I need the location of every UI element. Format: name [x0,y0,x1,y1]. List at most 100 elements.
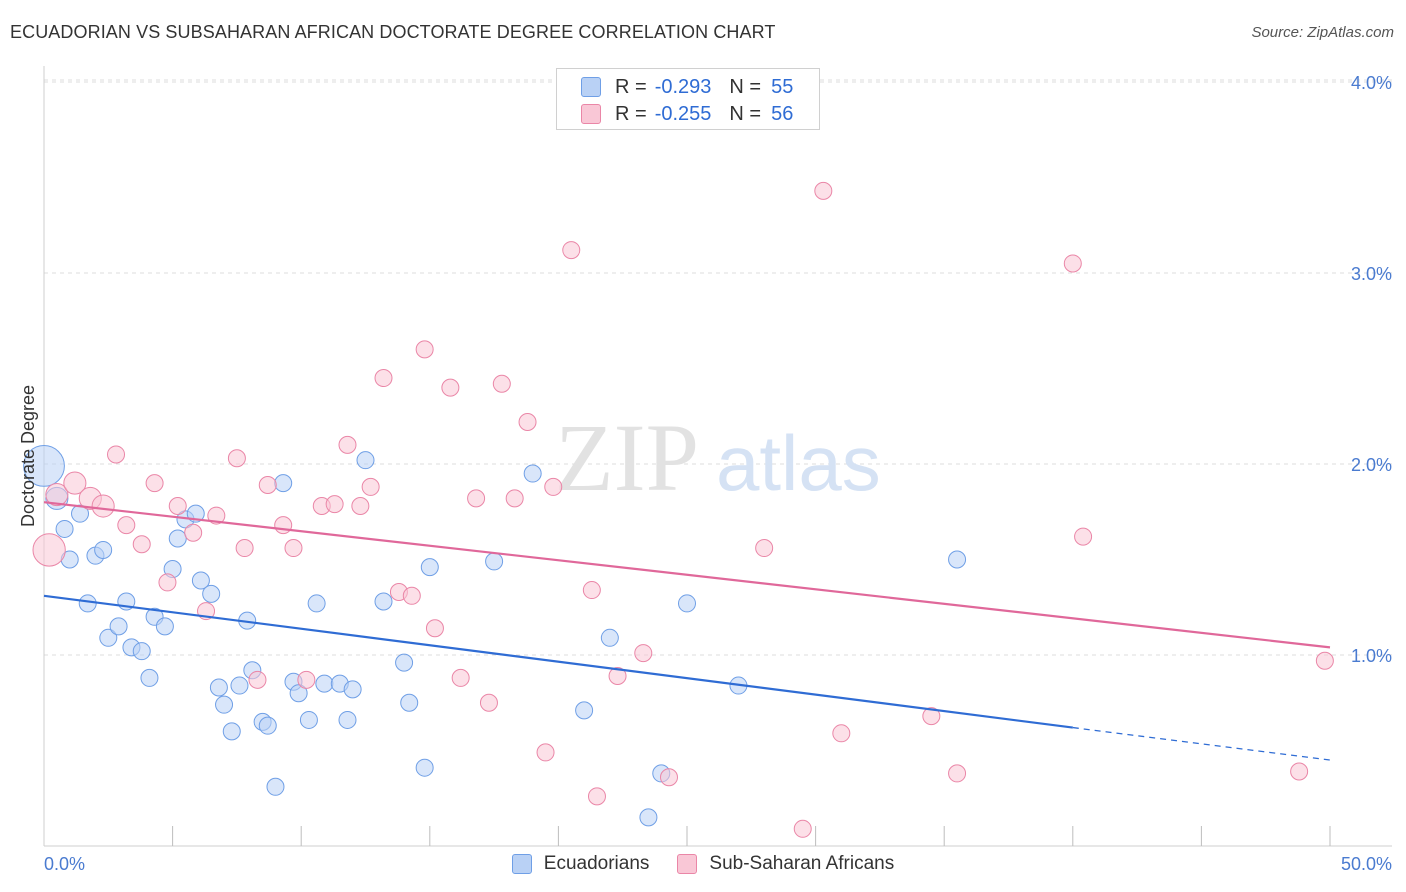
legend-row-subsaharan: R = -0.255 N = 56 [581,101,793,127]
point-ecuadorians [343,680,362,699]
legend-label-ecuadorians: Ecuadorians [543,853,650,874]
watermark: ZIP atlas [555,404,881,511]
point-ecuadorians [155,617,174,636]
data-points [23,181,1334,838]
point-ecuadorians [678,594,696,613]
point-ecuadorians [338,710,357,729]
point-subsaharan [117,516,136,535]
point-subsaharan [536,743,555,762]
point-ecuadorians [258,716,277,735]
point-subsaharan [145,474,164,493]
point-subsaharan [1063,254,1082,273]
point-subsaharan [441,378,460,397]
point-ecuadorians [140,668,159,687]
legend-swatch-pink [677,854,698,874]
point-subsaharan [284,539,303,558]
point-subsaharan [297,670,316,689]
point-subsaharan [1290,762,1309,781]
x-tick-label-max: 50.0% [1341,854,1392,874]
x-ticks [172,826,1331,846]
point-subsaharan [132,535,151,554]
chart-source: Source: ZipAtlas.com [1251,24,1394,41]
point-subsaharan [814,181,833,200]
point-subsaharan [227,449,246,468]
point-subsaharan [235,539,254,558]
point-subsaharan [374,369,393,388]
point-subsaharan [158,573,177,592]
point-ecuadorians [315,674,334,693]
point-ecuadorians [415,758,434,777]
legend-r-label: R = [615,102,647,125]
point-subsaharan [582,581,601,600]
point-ecuadorians [289,684,308,703]
legend-label-subsaharan: Sub-Saharan Africans [709,853,895,874]
point-subsaharan [415,340,434,359]
point-subsaharan [793,819,812,838]
point-subsaharan [248,670,267,689]
legend-item-subsaharan[interactable]: Sub-Saharan Africans [677,853,894,875]
point-ecuadorians [202,584,221,603]
point-subsaharan [1074,527,1093,546]
point-subsaharan [325,495,344,514]
legend-swatch-blue [511,854,532,874]
point-subsaharan [361,477,380,496]
point-ecuadorians [209,678,228,697]
point-ecuadorians [215,695,234,714]
point-ecuadorians [109,617,128,636]
y-tick-label: 4.0% [1351,73,1392,93]
point-subsaharan [467,489,486,508]
point-ecuadorians [266,777,285,796]
point-subsaharan [168,497,187,516]
x-tick-label-min: 0.0% [44,854,85,874]
point-ecuadorians [356,451,375,470]
point-ecuadorians [485,552,504,571]
point-ecuadorians [600,628,619,647]
point-ecuadorians [395,653,414,672]
point-ecuadorians [374,592,393,611]
point-subsaharan [338,435,357,454]
legend-r-value: -0.293 [654,75,712,98]
legend-n-value: 55 [771,75,794,98]
point-ecuadorians [299,710,318,729]
watermark-zip: ZIP [555,404,699,511]
y-tick-label: 3.0% [1351,264,1392,284]
point-subsaharan [91,494,115,518]
point-subsaharan [505,489,524,508]
point-subsaharan [451,668,470,687]
trend-line-subsaharan [43,501,1331,649]
point-subsaharan [1315,651,1334,670]
point-ecuadorians [274,474,293,493]
point-subsaharan [107,445,126,464]
point-subsaharan [258,476,277,495]
trend-line-extension [1072,726,1331,761]
point-ecuadorians [400,693,419,712]
y-tick-labels: 1.0% 2.0% 3.0% 4.0% [1351,73,1392,666]
gridlines [44,79,1392,656]
point-ecuadorians [191,571,210,590]
point-subsaharan [755,539,774,558]
point-subsaharan [63,471,87,495]
point-ecuadorians [307,594,326,613]
point-subsaharan [425,619,444,638]
point-subsaharan [492,374,511,393]
series-legend: Ecuadorians Sub-Saharan Africans [0,850,1406,878]
legend-r-value: -0.255 [654,102,712,125]
point-subsaharan [479,693,498,712]
legend-swatch-blue [581,77,601,97]
legend-n-label: N = [729,102,762,125]
point-subsaharan [832,724,851,743]
legend-swatch-pink [581,104,601,124]
legend-item-ecuadorians[interactable]: Ecuadorians [511,853,650,875]
point-subsaharan [948,764,967,783]
trend-line-ecuadorians [43,594,1073,729]
y-axis-label: Doctorate Degree [18,385,38,527]
y-tick-label: 1.0% [1351,646,1392,666]
point-ecuadorians [523,464,542,483]
legend-n-value: 56 [771,102,794,125]
point-ecuadorians [23,445,65,487]
legend-n-label: N = [729,75,762,98]
point-subsaharan [562,241,581,260]
point-ecuadorians [222,722,241,741]
point-ecuadorians [78,594,97,613]
point-ecuadorians [575,701,594,720]
